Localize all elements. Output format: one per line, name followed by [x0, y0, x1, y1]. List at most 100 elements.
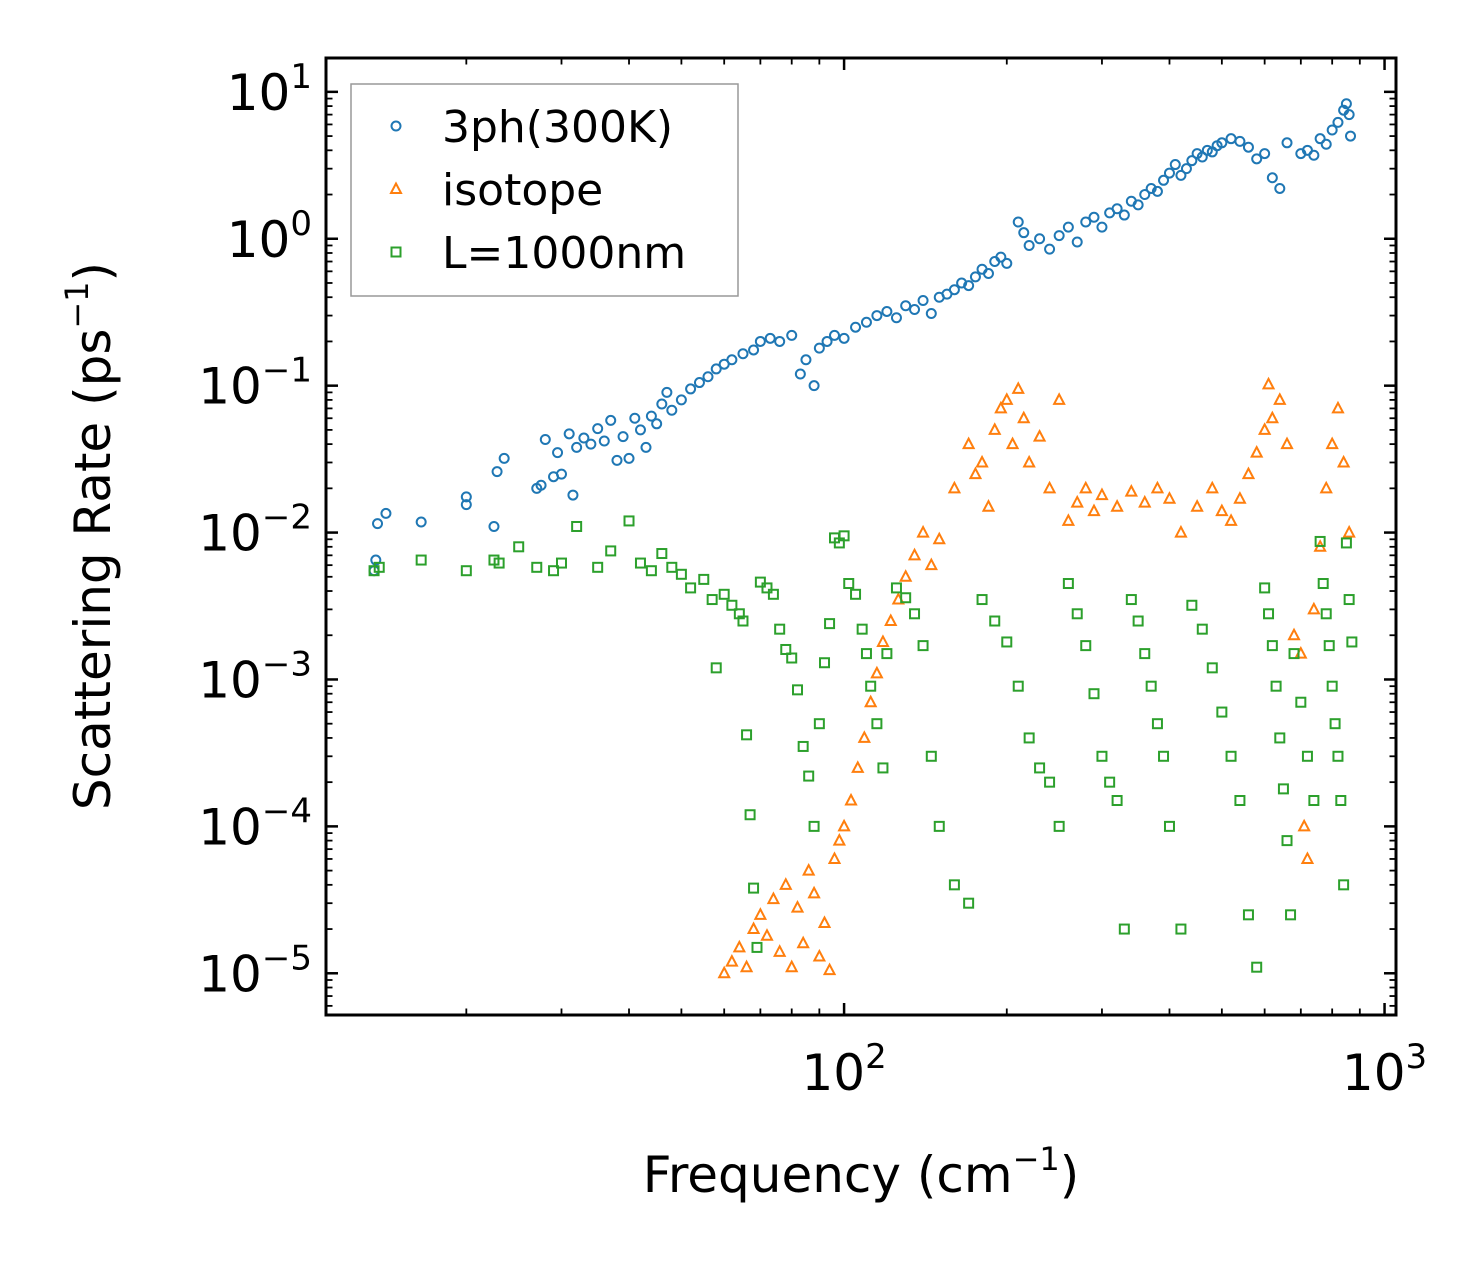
- data-point: [666, 404, 678, 416]
- data-point: [909, 608, 921, 620]
- data-point: [1151, 718, 1163, 730]
- data-point: [1125, 594, 1137, 606]
- data-point: [1169, 159, 1181, 171]
- data-point: [812, 948, 827, 962]
- data-point: [1314, 133, 1326, 145]
- data-point: [900, 592, 912, 604]
- data-point: [1017, 410, 1031, 424]
- data-point: [871, 718, 883, 730]
- data-point: [961, 436, 976, 450]
- data-point: [1163, 820, 1175, 832]
- data-point: [1234, 795, 1246, 807]
- data-point: [1336, 454, 1351, 468]
- data-point: [415, 516, 427, 528]
- data-point: [460, 491, 472, 503]
- data-point: [493, 557, 505, 569]
- data-point: [1110, 499, 1124, 512]
- data-point: [1175, 169, 1187, 181]
- data-point: [754, 576, 766, 588]
- data-point: [1079, 480, 1093, 494]
- data-point: [1224, 513, 1238, 526]
- data-point: [1331, 400, 1345, 414]
- data-point: [1022, 454, 1036, 468]
- data-points: [368, 98, 1358, 979]
- data-point: [832, 832, 847, 846]
- data-point: [706, 594, 718, 606]
- data-point: [1281, 137, 1293, 149]
- data-point: [1018, 227, 1030, 239]
- data-point: [1261, 376, 1276, 390]
- data-point: [718, 588, 730, 600]
- data-point: [623, 515, 635, 527]
- data-point: [415, 554, 427, 566]
- data-point: [822, 962, 837, 976]
- axis-ticks: 101 100 10−1 10−2 10−3 10−4 10−5 102 103: [198, 57, 1427, 1102]
- data-point: [870, 665, 884, 679]
- data-point: [924, 557, 938, 571]
- data-point: [1332, 116, 1344, 128]
- data-point: [1281, 835, 1293, 847]
- data-point: [808, 820, 820, 832]
- data-point: [1329, 718, 1341, 730]
- data-point: [380, 507, 392, 519]
- data-point: [370, 554, 382, 566]
- data-point: [884, 613, 898, 627]
- data-point: [1274, 182, 1286, 194]
- data-point: [1163, 167, 1175, 179]
- data-point: [968, 466, 983, 480]
- data-point: [1320, 138, 1332, 150]
- data-point: [807, 885, 821, 899]
- data-point: [651, 418, 663, 430]
- data-point: [838, 530, 850, 542]
- data-point: [710, 363, 722, 375]
- data-point: [800, 354, 812, 366]
- data-point: [1225, 750, 1237, 762]
- data-point: [1132, 199, 1144, 211]
- data-point: [1158, 174, 1170, 186]
- data-point: [685, 582, 697, 594]
- data-point: [1342, 524, 1356, 538]
- data-point: [1096, 221, 1108, 233]
- data-point: [578, 432, 590, 444]
- data-point: [1095, 487, 1109, 501]
- data-point: [1186, 155, 1198, 167]
- data-point: [1052, 392, 1066, 405]
- data-point: [1151, 185, 1163, 197]
- data-point: [513, 541, 525, 553]
- data-point: [666, 561, 678, 573]
- data-point: [661, 386, 673, 398]
- data-point: [1104, 776, 1116, 788]
- data-point: [548, 565, 560, 577]
- data-point: [592, 423, 604, 435]
- data-point: [1274, 732, 1286, 744]
- data-point: [372, 518, 384, 530]
- data-point: [890, 582, 902, 594]
- data-point: [1259, 148, 1271, 160]
- data-point: [963, 280, 975, 292]
- data-point: [617, 431, 629, 443]
- data-point: [555, 557, 567, 569]
- data-point: [790, 899, 805, 913]
- data-point: [871, 310, 883, 322]
- data-point: [761, 582, 773, 594]
- data-point: [785, 959, 799, 973]
- plot-area-frame: [324, 56, 1398, 1017]
- data-point: [1265, 410, 1280, 424]
- data-point: [1319, 480, 1333, 494]
- data-point: [585, 438, 597, 450]
- data-point: [786, 652, 798, 664]
- data-point: [963, 897, 975, 909]
- data-point: [1044, 243, 1056, 255]
- data-point: [1053, 230, 1065, 242]
- data-point: [693, 377, 705, 389]
- data-point: [1034, 762, 1046, 774]
- data-point: [767, 588, 779, 600]
- data-point: [925, 307, 937, 319]
- data-point: [751, 941, 763, 953]
- data-point: [1307, 601, 1321, 615]
- data-point: [702, 371, 714, 383]
- data-point: [555, 468, 567, 480]
- data-point: [1023, 732, 1035, 744]
- data-point: [975, 454, 989, 468]
- data-point: [563, 428, 575, 440]
